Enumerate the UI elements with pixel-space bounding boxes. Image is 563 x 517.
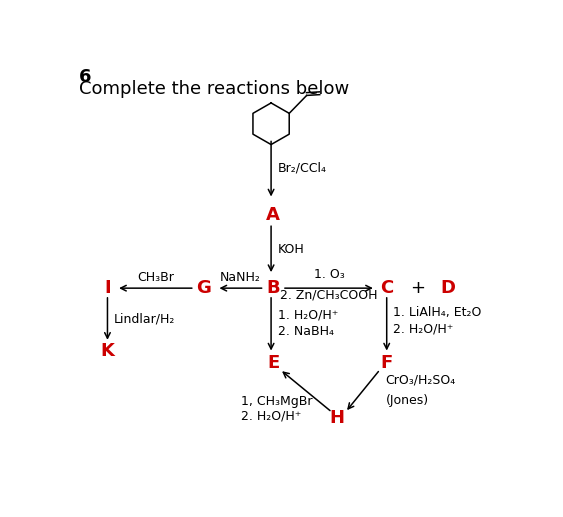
- Text: I: I: [104, 279, 111, 297]
- Text: 6: 6: [79, 68, 92, 86]
- Text: CH₃Br: CH₃Br: [137, 271, 174, 284]
- Text: KOH: KOH: [278, 242, 305, 255]
- Text: 2. H₂O/H⁺: 2. H₂O/H⁺: [240, 409, 301, 422]
- Text: 2. Zn/CH₃COOH: 2. Zn/CH₃COOH: [280, 288, 378, 301]
- Text: F: F: [381, 354, 393, 372]
- Text: G: G: [196, 279, 211, 297]
- Text: E: E: [267, 354, 279, 372]
- Text: 1. O₃: 1. O₃: [314, 268, 345, 281]
- Text: D: D: [440, 279, 455, 297]
- Text: B: B: [266, 279, 280, 297]
- Text: A: A: [266, 206, 280, 224]
- Text: 1, CH₃MgBr: 1, CH₃MgBr: [240, 394, 312, 408]
- Text: (Jones): (Jones): [386, 394, 428, 407]
- Text: CrO₃/H₂SO₄: CrO₃/H₂SO₄: [386, 373, 455, 387]
- Text: K: K: [101, 342, 114, 360]
- Text: 2. NaBH₄: 2. NaBH₄: [278, 325, 334, 338]
- Text: Complete the reactions below: Complete the reactions below: [79, 80, 350, 98]
- Text: Br₂/CCl₄: Br₂/CCl₄: [278, 161, 327, 174]
- Text: 1. H₂O/H⁺: 1. H₂O/H⁺: [278, 308, 338, 322]
- Text: 1. LiAlH₄, Et₂O: 1. LiAlH₄, Et₂O: [393, 307, 481, 320]
- Text: Lindlar/H₂: Lindlar/H₂: [114, 312, 176, 325]
- Text: 2. H₂O/H⁺: 2. H₂O/H⁺: [393, 323, 454, 336]
- Text: H: H: [329, 409, 344, 428]
- Text: C: C: [380, 279, 394, 297]
- Text: NaNH₂: NaNH₂: [220, 271, 261, 284]
- Text: +: +: [410, 279, 425, 297]
